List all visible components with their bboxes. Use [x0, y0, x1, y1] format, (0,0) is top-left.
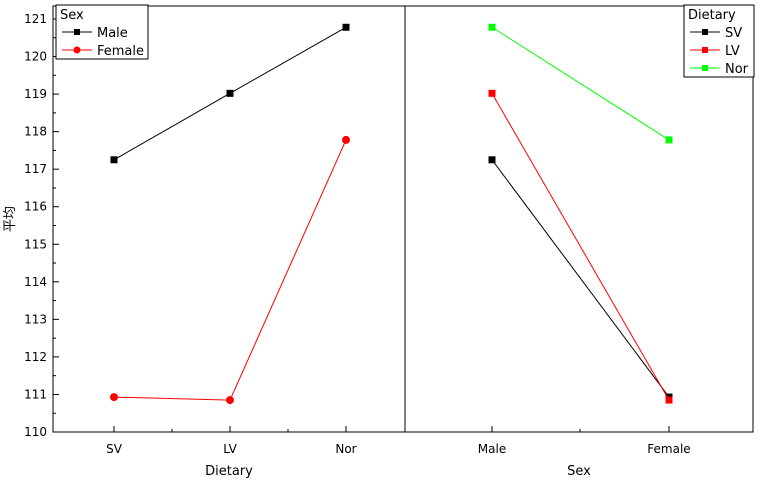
legend-label: Male	[97, 26, 128, 41]
data-point	[665, 396, 673, 404]
y-tick-label: 118	[24, 125, 47, 139]
x-axis-label: Sex	[567, 464, 591, 478]
data-point	[110, 393, 118, 402]
y-tick-label: 112	[24, 350, 47, 364]
y-tick-label: 117	[24, 162, 47, 176]
legend-swatch-marker	[74, 29, 80, 35]
legend-swatch-marker	[702, 47, 708, 53]
legend-label: Nor	[725, 62, 749, 77]
plot-frame-2	[404, 5, 754, 433]
legend-title: Sex	[60, 8, 84, 23]
x-tick-label: Male	[478, 442, 506, 456]
plot-frame-1	[52, 5, 406, 433]
series-female	[110, 135, 350, 405]
data-point	[488, 89, 496, 97]
legend-label: LV	[725, 44, 740, 59]
y-tick-label: 120	[24, 50, 47, 64]
y-tick-label: 115	[24, 237, 47, 251]
data-point	[226, 89, 234, 97]
y-tick-label: 113	[24, 312, 47, 326]
y-tick-label: 114	[24, 275, 47, 289]
legend-swatch-marker	[702, 65, 708, 71]
series-sv	[488, 156, 673, 401]
y-tick-label: 121	[24, 12, 47, 26]
legend-label: Female	[97, 44, 144, 59]
y-tick-label: 119	[24, 87, 47, 101]
x-tick-label: Female	[647, 442, 690, 456]
legend-swatch-marker	[702, 29, 708, 35]
legend-label: SV	[725, 26, 742, 41]
data-point	[488, 23, 496, 31]
legend-box	[683, 4, 755, 78]
data-point	[665, 136, 673, 144]
x-axis-label: Dietary	[205, 464, 253, 478]
data-point	[488, 156, 496, 164]
series-nor	[488, 23, 673, 144]
series-line	[491, 93, 670, 401]
series-line	[113, 139, 347, 401]
legend-title: Dietary	[688, 8, 736, 23]
series-line	[491, 159, 670, 398]
x-tick-label: LV	[223, 442, 237, 456]
data-point	[226, 396, 234, 405]
y-tick-label: 110	[24, 425, 47, 439]
legend-swatch-marker	[73, 46, 81, 54]
x-tick-label: Nor	[335, 442, 356, 456]
data-point	[342, 135, 350, 144]
y-tick-label: 111	[24, 387, 47, 401]
y-axis-label: 平均	[3, 206, 18, 232]
x-tick-label: SV	[106, 442, 123, 456]
y-tick-label: 116	[24, 200, 47, 214]
data-point	[110, 156, 118, 164]
series-lv	[488, 89, 673, 404]
series-male	[110, 23, 350, 164]
data-point	[342, 23, 350, 31]
series-line	[491, 26, 670, 141]
